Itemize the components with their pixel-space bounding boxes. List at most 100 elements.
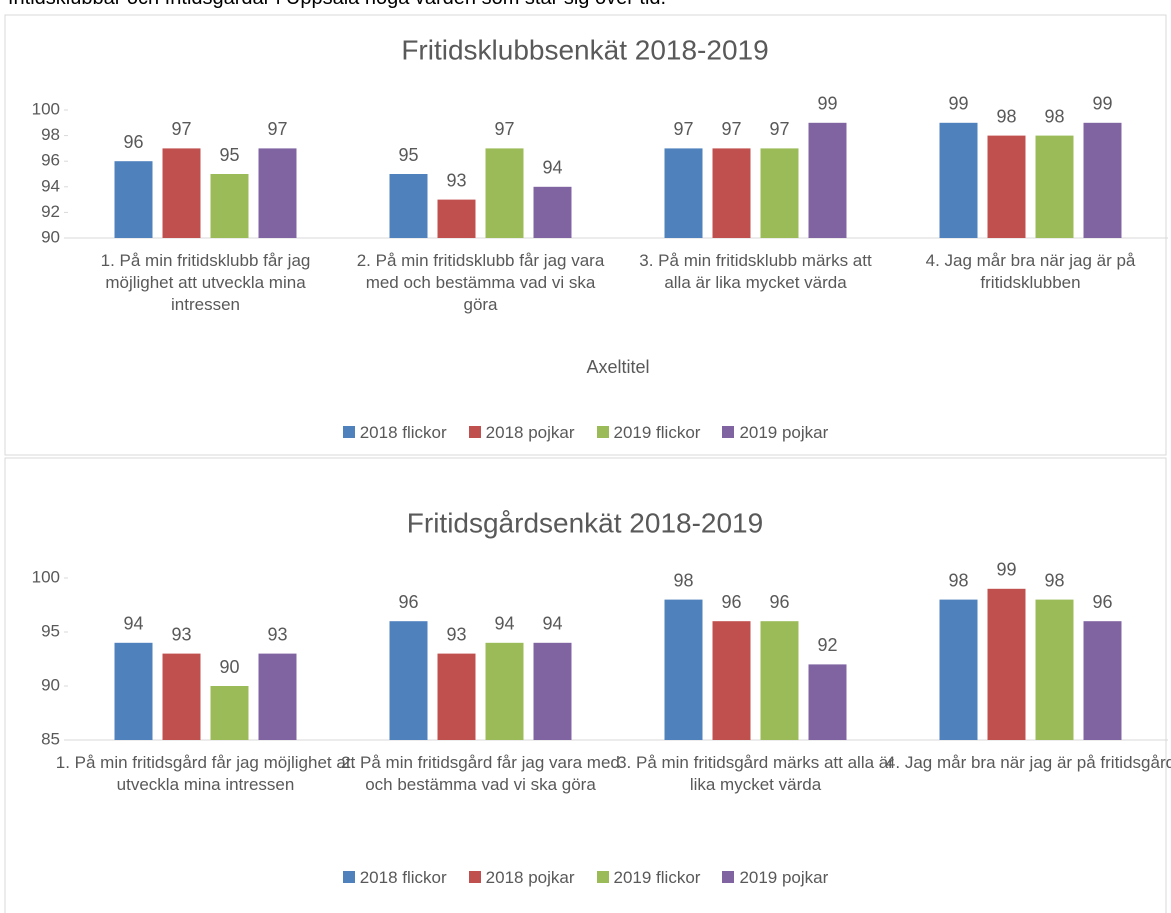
legend: 2018 flickor 2018 pojkar 2019 flickor 2019 …: [5, 868, 1166, 888]
header-text: fritidsklubbar och fritidsgårdar i Uppsa…: [8, 0, 666, 10]
bar: [808, 122, 847, 238]
x-tick-label: 2. På min fritidsklubb får jag vara med …: [356, 251, 605, 314]
data-label: 94: [542, 614, 562, 634]
data-label: 95: [219, 145, 239, 165]
data-label: 93: [267, 624, 287, 644]
legend-swatch: [596, 426, 609, 438]
bar: [987, 588, 1026, 740]
data-label: 96: [398, 592, 418, 612]
legend-swatch: [722, 871, 735, 883]
y-tick-label: 96: [41, 151, 60, 170]
x-tick-label-box: 2. På min fritidsklubb får jag vara med …: [356, 251, 605, 314]
bar: [1035, 599, 1074, 740]
bar: [258, 653, 297, 740]
x-tick-label: 4. Jag mår bra när jag är på fritidsgård: [885, 753, 1171, 772]
legend-label: 2018 flickor: [359, 868, 447, 887]
legend: 2018 flickor 2018 pojkar 2019 flickor 2019 …: [5, 423, 1166, 443]
legend-item: 2019 flickor: [596, 423, 701, 443]
y-tick-label: 90: [41, 675, 60, 694]
data-label: 99: [817, 94, 837, 114]
data-label: 98: [996, 106, 1016, 126]
bar: [485, 642, 524, 740]
data-label: 97: [494, 119, 514, 139]
bar: [664, 599, 703, 740]
x-tick-label-box: 1. På min fritidsklubb får jag möjlighet…: [100, 251, 311, 314]
legend-item: 2018 pojkar: [468, 423, 575, 443]
bar: [987, 135, 1026, 238]
bar: [258, 148, 297, 238]
legend-box: 2018 flickor 2018 pojkar 2019 flickor 2019 …: [5, 423, 1166, 443]
bar: [808, 664, 847, 740]
x-tick-label-box: 4. Jag mår bra när jag är på fritidsgård: [885, 753, 1171, 772]
data-label: 93: [446, 170, 466, 190]
bar: [1083, 122, 1122, 238]
data-label: 97: [721, 119, 741, 139]
legend-item: 2019 pojkar: [722, 423, 828, 443]
data-label: 99: [996, 560, 1016, 580]
data-label: 96: [1092, 592, 1112, 612]
x-tick-label: 1. På min fritidsklubb får jag möjlighet…: [100, 251, 311, 314]
x-tick-label: 1. På min fritidsgård får jag möjlighet …: [55, 753, 356, 794]
bar: [939, 599, 978, 740]
legend-label: 2018 pojkar: [485, 868, 575, 887]
x-tick-label: 3. På min fritidsgård märks att alla är …: [617, 753, 894, 794]
x-tick-label-box: 2. På min fritidsgård får jag vara med o…: [341, 753, 620, 794]
y-tick-label: 100: [32, 99, 60, 118]
data-label: 93: [446, 624, 466, 644]
legend-label: 2019 flickor: [613, 423, 701, 442]
legend-item: 2018 flickor: [342, 423, 447, 443]
bar: [1035, 135, 1074, 238]
data-label: 93: [171, 624, 191, 644]
legend-label: 2018 pojkar: [485, 423, 575, 442]
legend-swatch: [596, 871, 609, 883]
x-tick-label: 2. På min fritidsgård får jag vara med o…: [341, 753, 620, 794]
x-axis-title: Axeltitel: [586, 357, 649, 377]
y-tick-label: 100: [32, 567, 60, 586]
bar: [210, 174, 249, 238]
data-label: 99: [1092, 94, 1112, 114]
bar: [533, 642, 572, 740]
data-label: 98: [1044, 106, 1064, 126]
data-label: 97: [267, 119, 287, 139]
bar: [939, 122, 978, 238]
y-tick-label: 95: [41, 621, 60, 640]
bar: [210, 686, 249, 740]
bar: [712, 621, 751, 740]
bar: [664, 148, 703, 238]
bar: [760, 148, 799, 238]
bar: [437, 653, 476, 740]
legend-item: 2019 pojkar: [722, 868, 828, 888]
y-tick-label: 85: [41, 729, 60, 748]
x-tick-label: 4. Jag mår bra när jag är på fritidsklub…: [925, 251, 1136, 292]
data-label: 96: [721, 592, 741, 612]
data-label: 94: [123, 614, 143, 634]
data-label: 96: [123, 132, 143, 152]
y-tick-label: 98: [41, 125, 60, 144]
chart-title: Fritidsklubbsenkät 2018-2019: [401, 34, 768, 65]
data-label: 94: [494, 614, 514, 634]
bar: [485, 148, 524, 238]
bar: [389, 174, 428, 238]
data-label: 92: [817, 635, 837, 655]
legend-swatch: [468, 426, 481, 438]
legend-swatch: [468, 871, 481, 883]
x-tick-label-box: 3. På min fritidsgård märks att alla är …: [617, 753, 894, 794]
legend-item: 2018 flickor: [342, 868, 447, 888]
y-tick-label: 92: [41, 202, 60, 221]
data-label: 94: [542, 158, 562, 178]
data-label: 90: [219, 657, 239, 677]
data-label: 95: [398, 145, 418, 165]
x-tick-label: 3. På min fritidsklubb märks att alla är…: [639, 251, 872, 292]
legend-label: 2019 pojkar: [739, 423, 829, 442]
bar: [389, 621, 428, 740]
chart-title: Fritidsgårdsenkät 2018-2019: [407, 507, 763, 538]
y-tick-label: 90: [41, 227, 60, 246]
x-tick-label-box: 3. På min fritidsklubb märks att alla är…: [639, 251, 872, 292]
x-tick-label-box: 4. Jag mår bra när jag är på fritidsklub…: [925, 251, 1136, 292]
bar: [114, 161, 153, 238]
legend-item: 2019 flickor: [596, 868, 700, 888]
data-label: 97: [171, 119, 191, 139]
data-label: 99: [948, 94, 968, 114]
